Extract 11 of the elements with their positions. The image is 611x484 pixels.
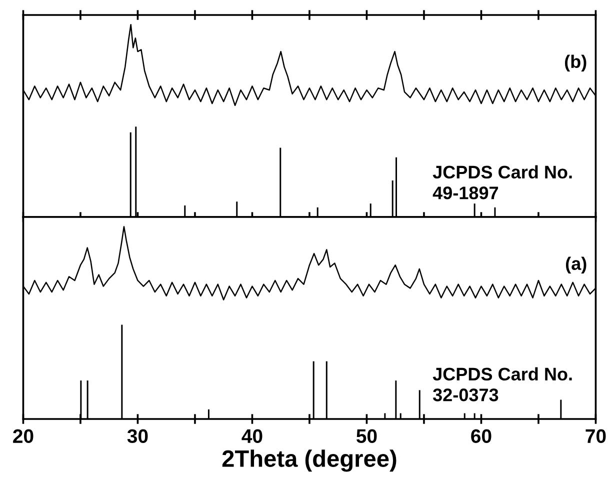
x-tick-label: 30 bbox=[127, 429, 148, 444]
annotation: (b) bbox=[564, 54, 586, 72]
x-tick-label: 70 bbox=[586, 429, 606, 444]
x-axis-title: 2Theta (degree) bbox=[222, 450, 396, 472]
x-tick-label: 20 bbox=[13, 429, 34, 444]
x-tick-label: 50 bbox=[356, 429, 377, 444]
annotation: JCPDS Card No. 49-1897 bbox=[432, 165, 572, 200]
annotation: (a) bbox=[566, 256, 586, 274]
x-tick-label: 40 bbox=[242, 429, 262, 444]
x-tick-label: 60 bbox=[471, 429, 492, 444]
annotation: JCPDS Card No. 32-0373 bbox=[432, 367, 572, 402]
